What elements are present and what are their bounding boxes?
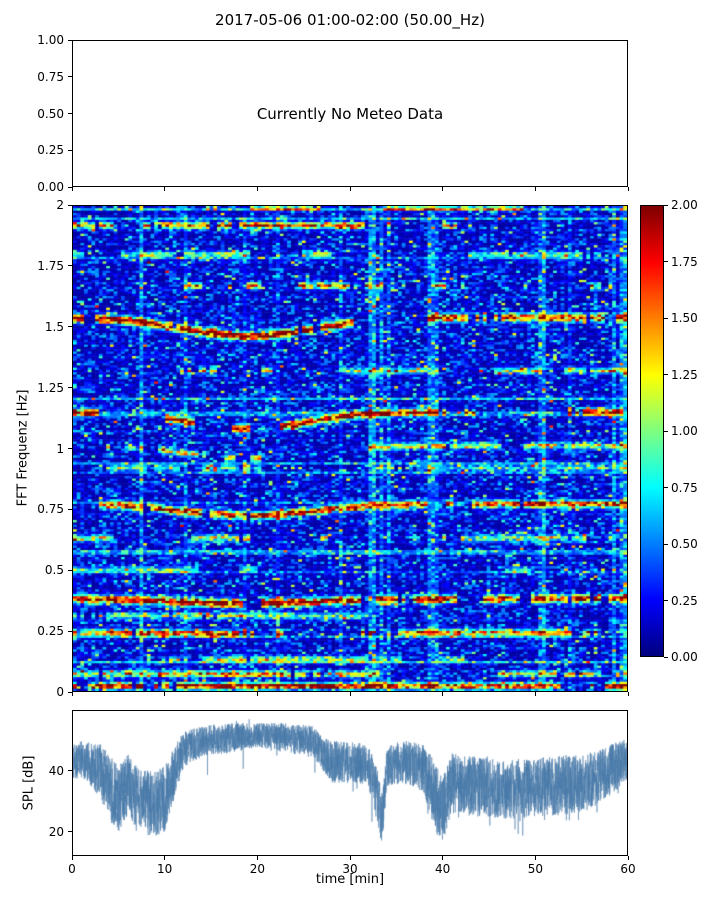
colorbar-tick-mark xyxy=(664,204,668,206)
spectrogram-ytick-mark xyxy=(68,387,72,389)
figure-title: 2017-05-06 01:00-02:00 (50.00_Hz) xyxy=(215,11,485,29)
spectrogram-image xyxy=(73,206,627,691)
spl-xtick-label: 40 xyxy=(435,862,451,876)
colorbar-tick-label: 1.25 xyxy=(671,367,698,382)
xtick-mark xyxy=(256,856,258,860)
xtick-mark xyxy=(534,692,536,696)
xtick-mark xyxy=(164,692,166,696)
xtick-mark xyxy=(164,856,166,860)
colorbar-tick-label: 1.00 xyxy=(671,424,698,438)
colorbar-tick-mark xyxy=(664,656,668,658)
meteo-ytick-mark xyxy=(68,113,72,114)
xtick-mark xyxy=(442,856,444,860)
colorbar-tick-label: 0.50 xyxy=(671,537,698,551)
colorbar-axes xyxy=(640,205,664,657)
spectrogram-ytick-label: 0 xyxy=(56,685,64,699)
spectrogram-ytick-label: 1.5 xyxy=(44,319,64,334)
spl-ylabel: SPL [dB] xyxy=(21,755,37,811)
meteo-ytick-label: 0.50 xyxy=(37,106,64,121)
xtick-mark xyxy=(627,692,629,696)
spectrogram-ytick-label: 0.75 xyxy=(37,502,64,517)
spectrogram-ytick-mark xyxy=(68,508,72,510)
xtick-mark xyxy=(442,692,444,696)
spl-xtick-label: 20 xyxy=(249,862,265,876)
xtick-mark xyxy=(349,187,351,191)
xtick-mark xyxy=(349,856,351,860)
spl-xtick-label: 50 xyxy=(527,862,543,876)
meteo-ytick-mark xyxy=(68,76,72,78)
meteo-ytick-label: 0.75 xyxy=(37,69,64,84)
spl-xtick-label: 60 xyxy=(620,862,636,876)
spl-ytick-label: 20 xyxy=(48,824,64,839)
colorbar-gradient xyxy=(641,206,663,656)
colorbar-tick-mark xyxy=(664,430,668,432)
colorbar-tick-label: 1.50 xyxy=(671,311,698,325)
spectrogram-ytick-label: 0.5 xyxy=(44,563,64,578)
xtick-mark xyxy=(534,856,536,860)
no-meteo-data-message: Currently No Meteo Data xyxy=(256,104,444,123)
meteo-ytick-mark xyxy=(68,39,72,41)
spl-axes xyxy=(72,710,628,856)
spectrogram-ytick-mark xyxy=(68,569,72,571)
spectrogram-ytick-mark xyxy=(68,326,72,328)
colorbar-tick-label: 2.00 xyxy=(671,198,698,212)
spectrogram-ytick-mark xyxy=(68,630,72,632)
xtick-mark xyxy=(71,856,73,860)
spectrogram-axes xyxy=(72,205,628,692)
colorbar-tick-label: 0.00 xyxy=(671,650,698,664)
time-xlabel: time [min] xyxy=(315,872,385,887)
xtick-mark xyxy=(164,187,166,191)
meteo-ytick-label: 0.25 xyxy=(37,143,64,158)
colorbar-tick-mark xyxy=(664,374,668,375)
spectrogram-ytick-label: 1.25 xyxy=(37,380,64,395)
spl-line-plot xyxy=(73,711,627,855)
xtick-mark xyxy=(256,692,258,696)
xtick-mark xyxy=(256,187,258,191)
colorbar-tick-mark xyxy=(664,543,668,545)
meteo-axes: Currently No Meteo Data xyxy=(72,40,628,187)
meteo-ytick-mark xyxy=(68,186,72,188)
xtick-mark xyxy=(534,187,536,191)
colorbar-tick-mark xyxy=(664,600,668,601)
xtick-mark xyxy=(442,187,444,191)
meteo-ytick-label: 1.00 xyxy=(37,33,64,47)
meteo-ytick-mark xyxy=(68,149,72,151)
spectrogram-ytick-mark xyxy=(68,265,72,267)
spectrogram-ytick-mark xyxy=(68,448,72,449)
xtick-mark xyxy=(349,692,351,696)
spl-xtick-label: 0 xyxy=(68,862,76,876)
spl-xtick-label: 10 xyxy=(157,862,173,876)
spectrogram-ytick-label: 0.25 xyxy=(37,624,64,639)
spl-ytick-label: 40 xyxy=(48,763,64,778)
spectrogram-ytick-label: 1 xyxy=(56,441,64,456)
spectrogram-ytick-label: 2 xyxy=(56,198,64,212)
spl-ytick-mark xyxy=(68,770,72,772)
xtick-mark xyxy=(71,692,73,696)
xtick-mark xyxy=(627,187,629,191)
colorbar-tick-mark xyxy=(664,261,668,262)
spl-xtick-label: 30 xyxy=(342,862,358,876)
colorbar-tick-label: 0.25 xyxy=(671,593,698,608)
meteo-ytick-label: 0.00 xyxy=(37,180,64,194)
spectrogram-ytick-mark xyxy=(68,204,72,206)
colorbar-tick-label: 1.75 xyxy=(671,254,698,269)
xtick-mark xyxy=(71,187,73,191)
colorbar-tick-label: 0.75 xyxy=(671,480,698,495)
colorbar-tick-mark xyxy=(664,317,668,319)
spl-ytick-mark xyxy=(68,831,72,833)
colorbar-tick-mark xyxy=(664,487,668,488)
spectrogram-ytick-label: 1.75 xyxy=(37,258,64,273)
spectrogram-ytick-mark xyxy=(68,691,72,693)
xtick-mark xyxy=(627,856,629,860)
